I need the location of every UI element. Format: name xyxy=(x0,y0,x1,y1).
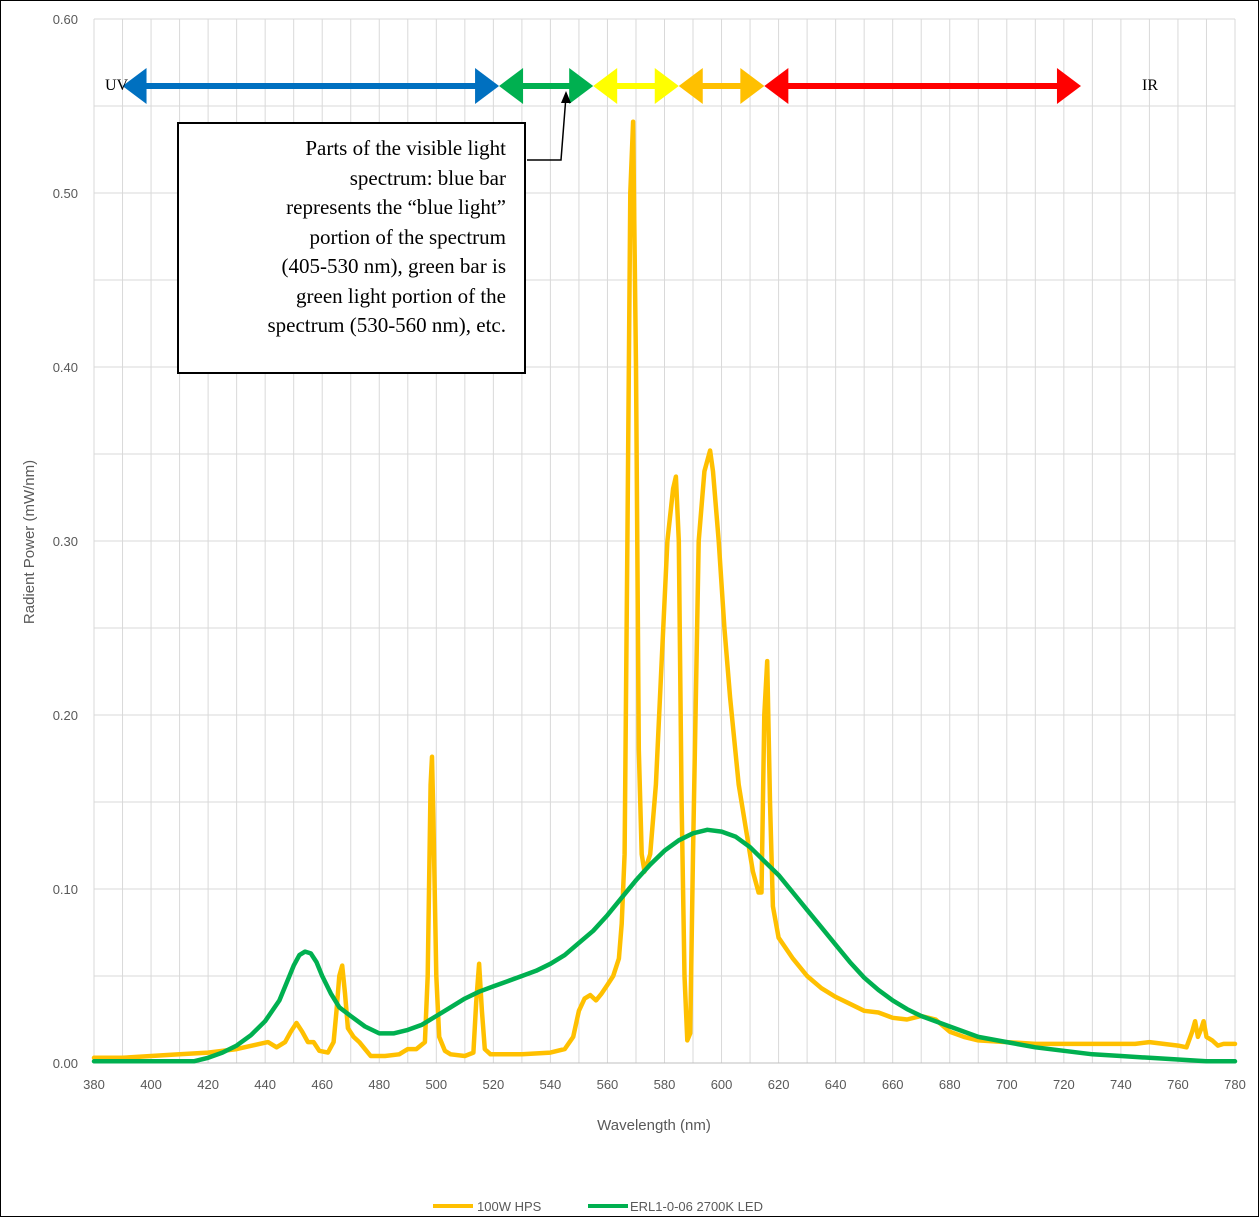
tick-labels: 380 400 420 440 460 480 500 520 540 560 580 600 620 6… xyxy=(53,12,1246,1092)
series-line-hps xyxy=(91,119,1238,1061)
callout-box: Parts of the visible light spectrum: blu… xyxy=(177,122,526,374)
y-tick-label: 0.40 xyxy=(53,360,78,375)
band-arrow-head-left xyxy=(499,68,524,104)
callout-line: represents the “blue light” xyxy=(286,195,506,219)
callout-leader-line xyxy=(527,95,567,161)
legend-label-hps: 100W HPS xyxy=(477,1199,542,1214)
y-tick-label: 0.00 xyxy=(53,1056,78,1071)
band-arrow-head-right xyxy=(475,68,500,104)
x-tick-label: 480 xyxy=(368,1077,390,1092)
callout-text: Parts of the visible light spectrum: blu… xyxy=(189,134,506,341)
band-arrow-head-left xyxy=(764,68,789,104)
callout-arrowhead xyxy=(561,91,571,103)
series-layer xyxy=(91,119,1238,1064)
x-tick-label: 760 xyxy=(1167,1077,1189,1092)
y-axis-title: Radient Power (mW/nm) xyxy=(21,460,38,624)
legend: 100W HPS ERL1-0-06 2700K LED xyxy=(433,1199,763,1214)
x-tick-label: 620 xyxy=(768,1077,790,1092)
callout-line: Parts of the visible light xyxy=(305,136,506,160)
band-arrow-red xyxy=(764,68,1081,104)
band-arrow-green xyxy=(499,68,594,104)
band-arrow-head-left xyxy=(678,68,703,104)
callout-line: (405-530 nm), green bar is xyxy=(281,254,506,278)
band-arrow-head-right xyxy=(1056,68,1081,104)
x-tick-label: 380 xyxy=(83,1077,105,1092)
legend-label-led: ERL1-0-06 2700K LED xyxy=(630,1199,763,1214)
y-tick-label: 0.30 xyxy=(53,534,78,549)
y-tick-label: 0.50 xyxy=(53,186,78,201)
x-tick-label: 400 xyxy=(140,1077,162,1092)
x-tick-label: 460 xyxy=(311,1077,333,1092)
x-tick-label: 680 xyxy=(939,1077,961,1092)
x-axis-title: Wavelength (nm) xyxy=(597,1117,711,1134)
x-tick-label: 780 xyxy=(1224,1077,1246,1092)
y-tick-label: 0.10 xyxy=(53,882,78,897)
x-tick-label: 700 xyxy=(996,1077,1018,1092)
callout-line: spectrum: blue bar xyxy=(349,165,506,190)
uv-label: UV xyxy=(105,77,129,94)
x-tick-label: 540 xyxy=(540,1077,562,1092)
x-tick-label: 440 xyxy=(254,1077,276,1092)
x-tick-label: 520 xyxy=(482,1077,504,1092)
band-arrow-head-right xyxy=(740,68,765,104)
band-arrow-head-left xyxy=(122,68,147,104)
x-tick-label: 420 xyxy=(197,1077,219,1092)
series-line-led xyxy=(91,827,1238,1064)
callout-line: green light portion of the xyxy=(296,283,506,308)
band-arrow-blue xyxy=(122,68,500,104)
x-tick-label: 580 xyxy=(654,1077,676,1092)
x-tick-label: 500 xyxy=(425,1077,447,1092)
x-tick-label: 660 xyxy=(882,1077,904,1092)
spectrum-bands xyxy=(122,68,1081,104)
band-arrow-head-left xyxy=(593,68,618,104)
callout-line: spectrum (530-560 nm), etc. xyxy=(267,313,506,337)
y-tick-label: 0.60 xyxy=(53,12,78,27)
x-tick-label: 600 xyxy=(711,1077,733,1092)
x-tick-label: 560 xyxy=(597,1077,619,1092)
y-tick-label: 0.20 xyxy=(53,708,78,723)
band-arrow-orange xyxy=(678,68,765,104)
x-tick-label: 740 xyxy=(1110,1077,1132,1092)
band-arrow-yellow xyxy=(593,68,679,104)
ir-label: IR xyxy=(1142,77,1158,94)
x-tick-label: 720 xyxy=(1053,1077,1075,1092)
band-arrow-head-right xyxy=(569,68,594,104)
callout-line: portion of the spectrum xyxy=(309,224,506,249)
band-arrow-head-right xyxy=(654,68,679,104)
x-tick-label: 640 xyxy=(825,1077,847,1092)
